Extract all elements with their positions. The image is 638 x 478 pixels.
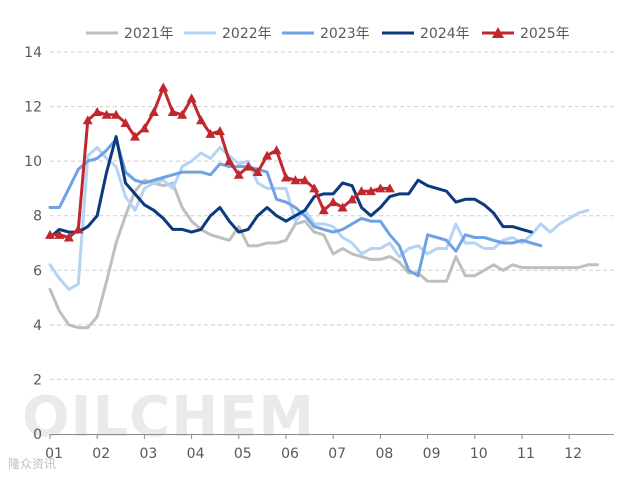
x-tick-label: 10: [470, 446, 488, 462]
data-point: [214, 126, 225, 136]
data-point: [54, 229, 65, 239]
x-tick-label: 04: [187, 446, 205, 462]
data-point: [205, 128, 216, 138]
x-tick-label: 02: [92, 446, 110, 462]
data-point: [167, 107, 178, 117]
data-point: [73, 224, 84, 234]
data-point: [262, 150, 273, 160]
x-tick-label: 03: [139, 446, 157, 462]
data-point: [384, 183, 395, 193]
series-line: [48, 135, 533, 239]
x-tick-label: 12: [564, 446, 582, 462]
x-tick-label: 07: [328, 446, 346, 462]
data-point: [224, 156, 235, 166]
data-point: [347, 194, 358, 204]
data-point: [63, 232, 74, 242]
legend-item: 2021年: [86, 26, 174, 42]
data-point: [158, 82, 169, 92]
data-point: [129, 131, 140, 141]
y-tick-label: 10: [24, 154, 42, 170]
legend-item: 2022年: [184, 26, 272, 42]
data-point: [45, 229, 55, 239]
watermark-subtext: 隆众资讯: [8, 456, 56, 471]
legend-label: 2021年: [124, 26, 174, 42]
data-point: [243, 161, 254, 171]
series-line: [48, 137, 543, 278]
series-1: [48, 178, 599, 330]
data-point: [196, 115, 207, 125]
data-point: [309, 183, 320, 193]
data-point: [111, 109, 122, 119]
data-point: [365, 186, 376, 196]
series-lines: [45, 82, 599, 330]
x-tick-label: 09: [423, 446, 441, 462]
gridlines: [50, 51, 614, 380]
data-point: [101, 109, 112, 119]
legend-item: 2025年: [482, 26, 570, 42]
x-tick-label: 01: [45, 446, 63, 462]
data-point: [177, 109, 188, 119]
data-point: [271, 145, 282, 155]
y-tick-label: 6: [33, 263, 42, 279]
data-point: [318, 205, 329, 215]
x-tick-label: 05: [234, 446, 252, 462]
legend: 2021年 2022年 2023年 2024年 2025年: [86, 26, 570, 42]
y-tick-label: 12: [24, 100, 42, 116]
y-tick-label: 4: [33, 318, 42, 334]
data-point: [252, 167, 263, 177]
legend-marker: [492, 27, 504, 38]
x-tick-label: 06: [281, 446, 299, 462]
data-point: [290, 175, 301, 185]
data-point: [375, 183, 386, 193]
data-point: [82, 115, 93, 125]
legend-label: 2024年: [420, 26, 470, 42]
x-tick-label: 08: [375, 446, 393, 462]
data-point: [280, 172, 291, 182]
data-point: [328, 197, 339, 207]
y-axis: 0 2 4 6 8 10 12 14: [24, 45, 614, 443]
data-point: [337, 202, 348, 212]
data-point: [299, 175, 310, 185]
series-line: [48, 178, 599, 330]
y-tick-label: 14: [24, 45, 42, 61]
watermark-text: OILCHEM: [22, 385, 315, 450]
x-axis: 01 02 03 04 05 06 07 08 09 10 11 12: [45, 434, 582, 462]
watermark: OILCHEM 隆众资讯: [8, 385, 315, 471]
series-3: [48, 137, 543, 278]
data-point: [186, 93, 197, 103]
data-point: [233, 169, 244, 179]
x-tick-label: 11: [517, 446, 535, 462]
y-tick-label: 8: [33, 209, 42, 225]
legend-label: 2025年: [520, 26, 570, 42]
series-4: [48, 135, 533, 239]
data-point: [148, 107, 159, 117]
y-tick-label: 2: [33, 372, 42, 388]
legend-label: 2022年: [222, 26, 272, 42]
data-point: [120, 117, 131, 127]
y-tick-label: 0: [33, 427, 42, 443]
data-point: [139, 123, 150, 133]
data-point: [92, 107, 103, 117]
legend-item: 2024年: [382, 26, 470, 42]
data-point: [356, 186, 367, 196]
legend-item: 2023年: [282, 26, 370, 42]
series-5: [45, 82, 395, 242]
legend-label: 2023年: [320, 26, 370, 42]
